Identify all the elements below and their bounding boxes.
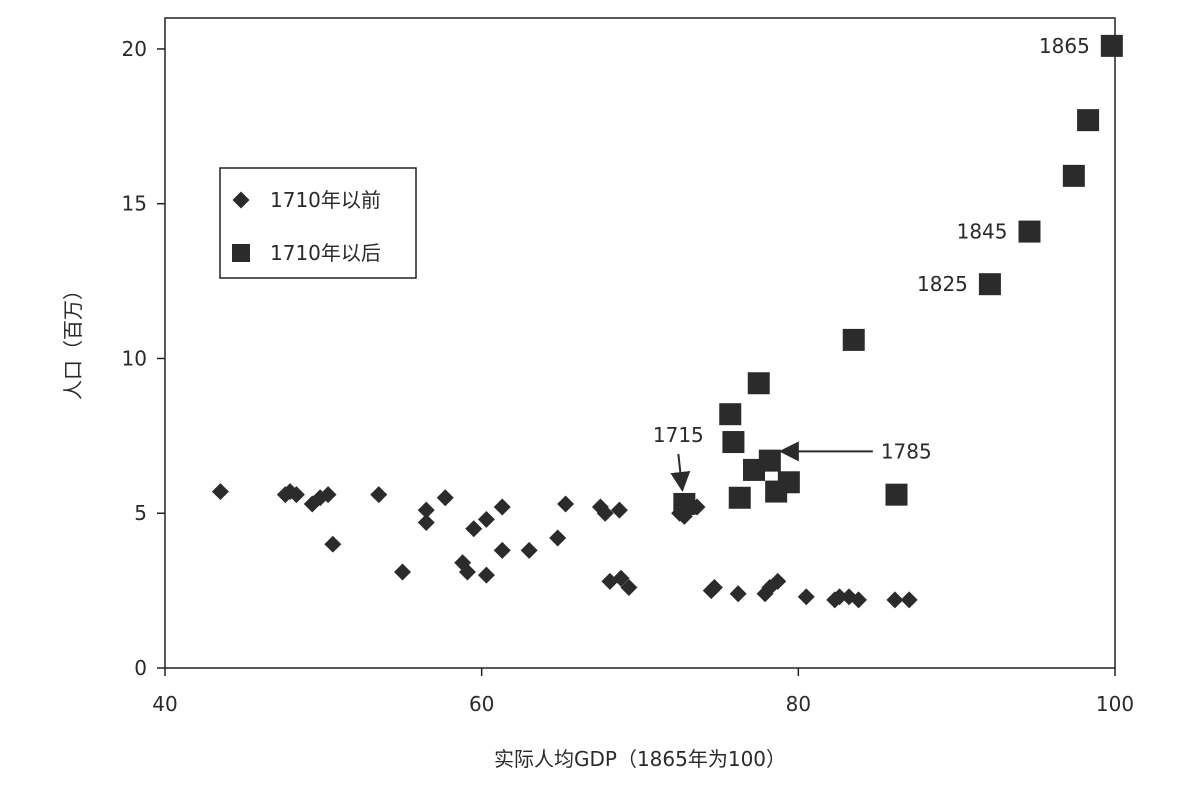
point-after-1710 — [673, 492, 696, 515]
x-tick-label: 40 — [152, 692, 177, 716]
legend-marker-square — [232, 244, 250, 262]
point-after-1710 — [1077, 109, 1100, 132]
point-before-1710 — [850, 591, 867, 609]
point-before-1710 — [370, 486, 388, 504]
plot-frame — [164, 17, 1116, 669]
point-before-1710 — [324, 535, 342, 553]
point-before-1710 — [493, 541, 511, 559]
legend: 1710年以前 1710年以后 — [219, 167, 417, 279]
legend-label-after-1710: 1710年以后 — [270, 241, 381, 265]
y-axis-title: 人口（百万） — [61, 280, 85, 400]
point-after-1710 — [885, 483, 908, 506]
point-before-1710 — [612, 569, 630, 587]
legend-box — [219, 167, 417, 279]
point-before-1710 — [520, 541, 538, 559]
point-before-1710 — [458, 563, 476, 581]
x-tick-label: 100 — [1096, 692, 1134, 716]
point-after-1710 — [842, 328, 865, 351]
point-before-1710 — [394, 563, 411, 581]
point-after-1710 — [719, 403, 742, 426]
point-before-1710 — [596, 504, 614, 522]
y-axis: 0 5 10 15 20 — [122, 37, 165, 680]
point-after-1710 — [1018, 220, 1041, 243]
y-tick-label: 20 — [122, 37, 147, 61]
y-tick-label: 5 — [134, 501, 147, 525]
y-tick-label: 10 — [122, 346, 147, 370]
point-before-1710 — [477, 510, 495, 528]
annotation-label-1785: 1785 — [881, 439, 932, 463]
point-before-1710 — [493, 498, 511, 516]
point-before-1710 — [886, 591, 904, 609]
point-before-1710 — [211, 483, 229, 501]
point-before-1710 — [831, 588, 848, 606]
point-before-1710 — [769, 572, 787, 590]
point-after-1710 — [758, 449, 781, 472]
legend-label-before-1710: 1710年以前 — [270, 188, 381, 212]
x-axis: 40 60 80 100 — [152, 668, 1134, 716]
x-tick-label: 80 — [786, 692, 811, 716]
x-tick-label: 60 — [469, 692, 494, 716]
x-axis-title: 实际人均GDP（1865年为100） — [494, 747, 786, 771]
point-after-1710 — [1100, 34, 1123, 57]
point-before-1710 — [557, 495, 575, 513]
point-before-1710 — [900, 591, 918, 609]
point-before-1710 — [549, 529, 567, 547]
point-before-1710 — [797, 588, 815, 606]
point-before-1710 — [610, 501, 628, 519]
point-after-1710 — [728, 486, 751, 509]
annotation-arrow-1715 — [670, 453, 691, 492]
point-before-1710 — [705, 579, 723, 597]
point-before-1710 — [436, 489, 454, 507]
point-after-1710 — [777, 471, 800, 494]
annotations: 1865 1845 1825 1715 1785 — [653, 34, 1090, 492]
point-before-1710 — [729, 585, 747, 603]
point-before-1710 — [465, 520, 483, 538]
point-after-1710 — [722, 431, 745, 454]
point-after-1710 — [978, 273, 1001, 296]
point-before-1710 — [620, 579, 638, 597]
y-tick-label: 15 — [122, 192, 147, 216]
point-before-1710 — [477, 566, 495, 584]
annotation-label-1715: 1715 — [653, 423, 704, 447]
annotation-label-1845: 1845 — [957, 220, 1008, 244]
annotation-label-1825: 1825 — [917, 272, 968, 296]
data-points — [211, 34, 1123, 609]
annotation-label-1865: 1865 — [1039, 34, 1090, 58]
y-tick-label: 0 — [134, 656, 147, 680]
point-before-1710 — [417, 514, 435, 532]
point-after-1710 — [1062, 164, 1085, 187]
point-after-1710 — [747, 372, 770, 395]
